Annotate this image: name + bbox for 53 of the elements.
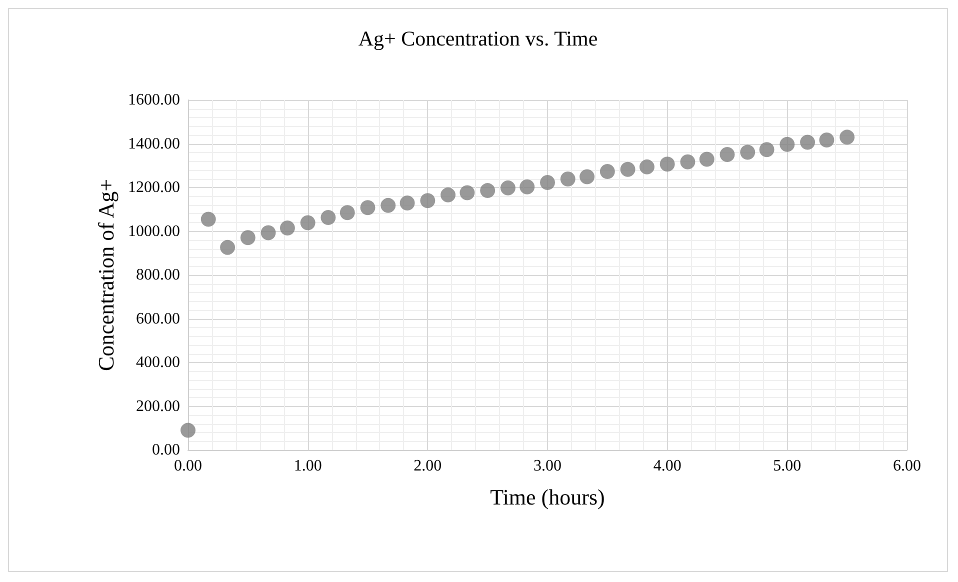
point — [360, 200, 376, 216]
point — [580, 169, 595, 184]
y-tick-label: 0.00 — [152, 442, 180, 458]
y-tick-label: 1600.00 — [128, 92, 180, 108]
point — [480, 183, 496, 198]
point — [440, 187, 456, 202]
point — [280, 220, 295, 236]
point — [720, 146, 735, 162]
point — [320, 210, 336, 225]
point — [699, 152, 714, 167]
point — [340, 205, 355, 220]
point — [520, 179, 535, 194]
point — [740, 144, 756, 160]
x-tick-label: 0.00 — [174, 458, 202, 474]
point — [660, 156, 675, 172]
x-axis-title: Time (hours) — [490, 484, 605, 510]
y-tick-label: 600.00 — [136, 310, 180, 328]
y-tick-label: 1000.00 — [128, 222, 180, 240]
point — [620, 162, 636, 177]
point — [240, 230, 256, 246]
x-tick-label: 4.00 — [653, 458, 682, 474]
point — [380, 198, 396, 213]
point — [420, 193, 436, 208]
point — [680, 154, 696, 170]
point — [460, 185, 475, 200]
point — [759, 142, 774, 158]
point — [220, 240, 236, 255]
point — [560, 171, 576, 186]
x-tick-label: 2.00 — [414, 458, 442, 474]
point — [180, 422, 196, 438]
point — [780, 136, 795, 152]
y-tick-label: 200.00 — [136, 398, 180, 415]
y-tick-label: 1200.00 — [128, 179, 180, 196]
point — [840, 130, 855, 145]
point — [600, 164, 615, 180]
x-tick-label: 1.00 — [294, 458, 322, 474]
x-tick-label: 5.00 — [773, 458, 802, 474]
point — [400, 196, 415, 211]
x-tick-label: 3.00 — [534, 458, 562, 474]
y-axis-title: Concentration of Ag+ — [94, 178, 119, 372]
y-tick-label: 400.00 — [136, 354, 180, 371]
point — [200, 212, 216, 227]
point — [540, 174, 555, 190]
point — [260, 225, 276, 240]
y-tick-label: 1400.00 — [128, 135, 180, 152]
point — [800, 134, 816, 150]
chart-title: Ag+ Concentration vs. Time — [358, 26, 598, 50]
point — [500, 180, 516, 196]
point — [300, 215, 316, 230]
point — [639, 159, 654, 174]
point — [819, 132, 834, 148]
y-tick-label: 800.00 — [136, 266, 180, 284]
x-tick-label: 6.00 — [893, 458, 921, 474]
